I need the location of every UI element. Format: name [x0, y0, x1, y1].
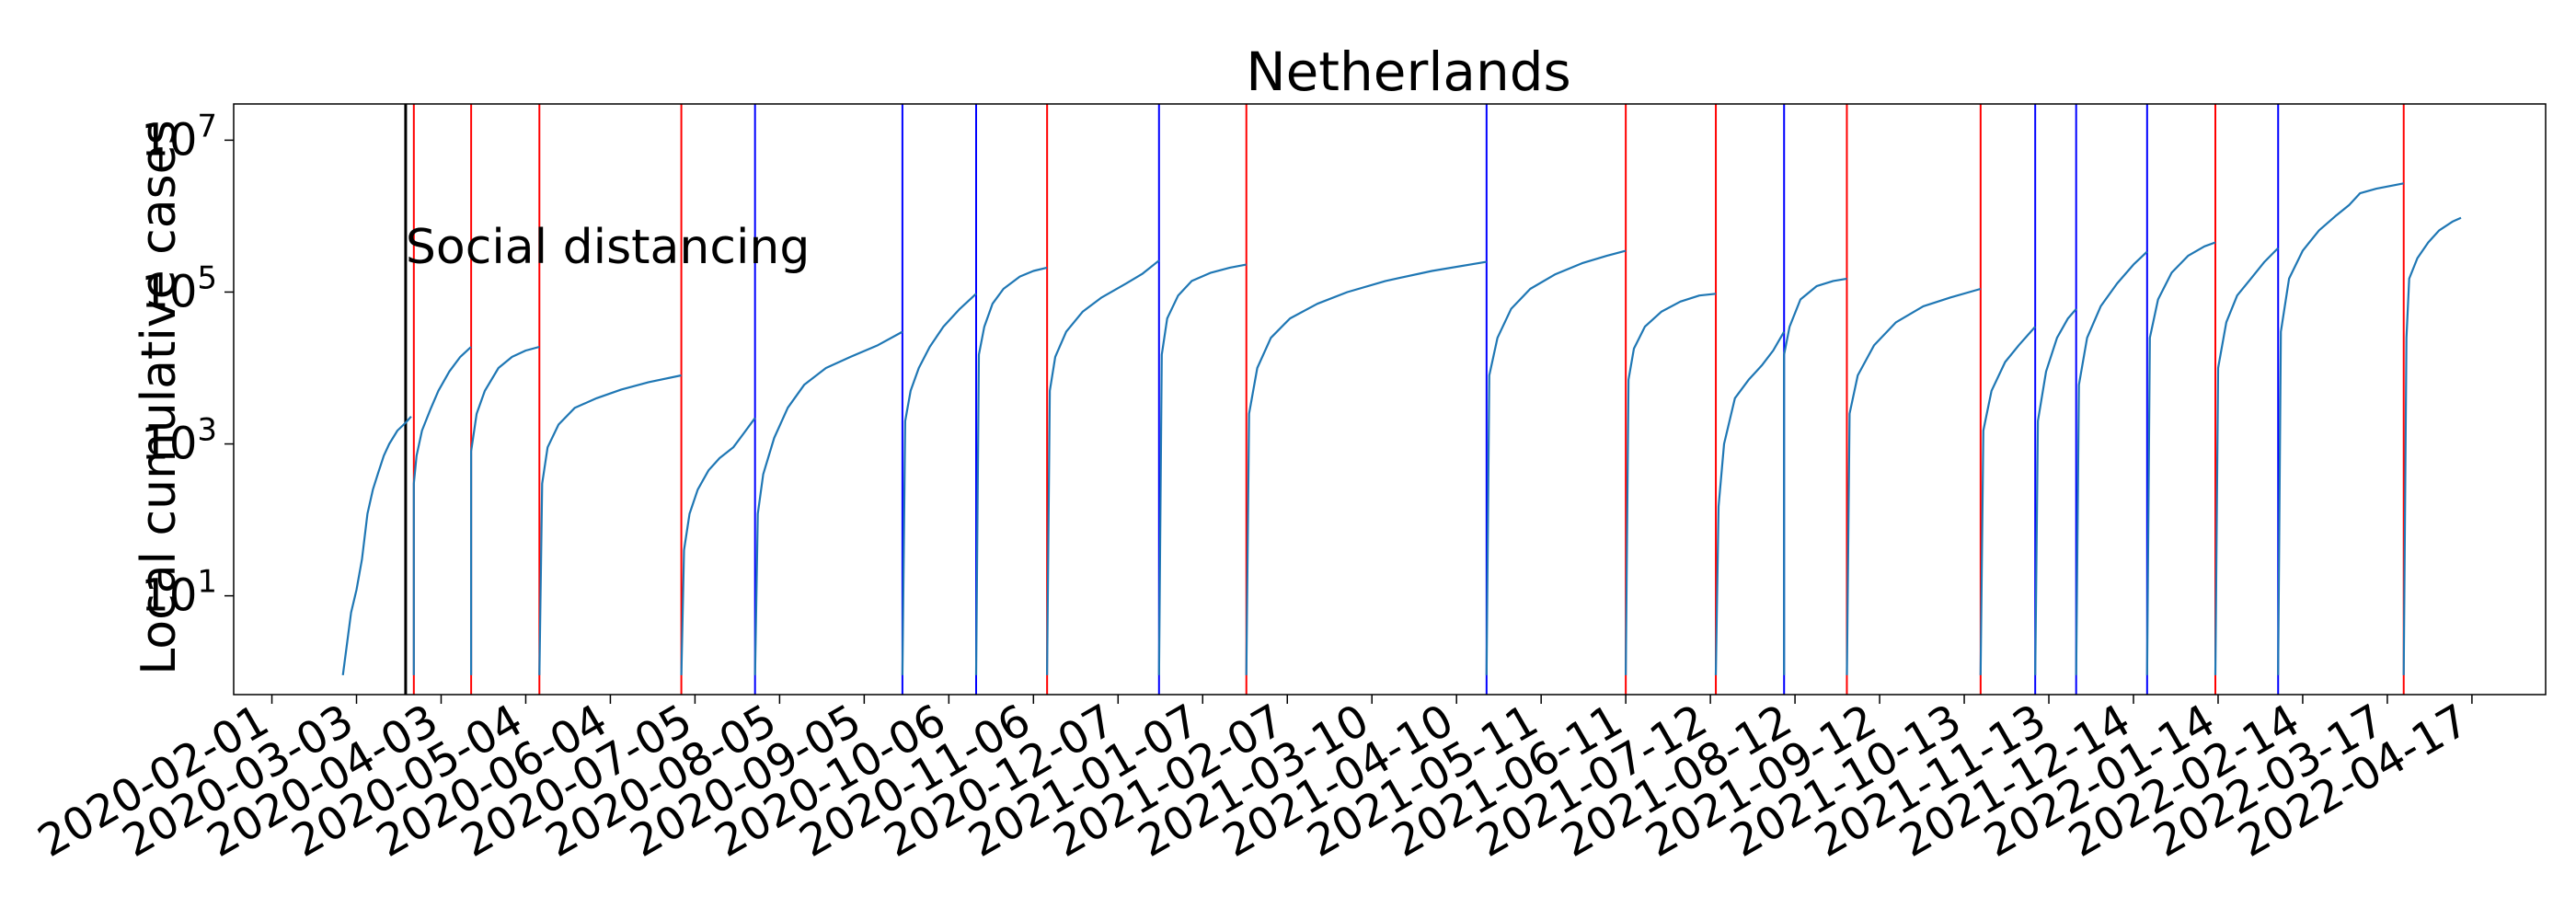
series-segment-11: [1485, 249, 1627, 675]
series-segment-3: [538, 374, 682, 675]
series-segment-13: [1714, 331, 1786, 675]
series-segment-18: [2075, 250, 2148, 675]
y-tick-label-2: 105: [141, 259, 217, 317]
y-tick-label-1: 103: [141, 412, 217, 470]
annotations: Social distancing: [406, 220, 810, 275]
y-axis-label: Local cumulative cases: [132, 120, 187, 675]
series-segment-5: [753, 330, 903, 675]
series-layer: [341, 182, 2462, 676]
series-segment-22: [2402, 216, 2462, 675]
series-segment-7: [974, 266, 1048, 675]
series-segment-9: [1157, 263, 1247, 675]
axes: 1011031051072020-02-012020-03-032020-04-…: [29, 103, 2547, 868]
annotation-text-0: Social distancing: [406, 220, 810, 275]
series-segment-4: [680, 417, 756, 675]
series-segment-15: [1846, 287, 1982, 675]
series-segment-6: [901, 293, 977, 675]
plot-frame: [233, 103, 2547, 696]
series-segment-16: [1979, 326, 2037, 675]
series-segment-21: [2277, 182, 2404, 675]
series-segment-1: [412, 346, 472, 675]
y-tick-label-0: 101: [141, 564, 217, 622]
chart-title: Netherlands: [1246, 40, 1571, 103]
y-tick-label-3: 107: [141, 108, 217, 166]
series-segment-14: [1783, 277, 1847, 675]
series-segment-0: [341, 415, 412, 676]
series-segment-17: [2034, 308, 2077, 675]
series-segment-20: [2214, 247, 2279, 675]
series-segment-10: [1245, 260, 1487, 675]
series-segment-8: [1046, 259, 1160, 675]
series-segment-12: [1625, 293, 1717, 675]
series-segment-2: [469, 345, 540, 675]
series-segment-19: [2145, 241, 2216, 675]
